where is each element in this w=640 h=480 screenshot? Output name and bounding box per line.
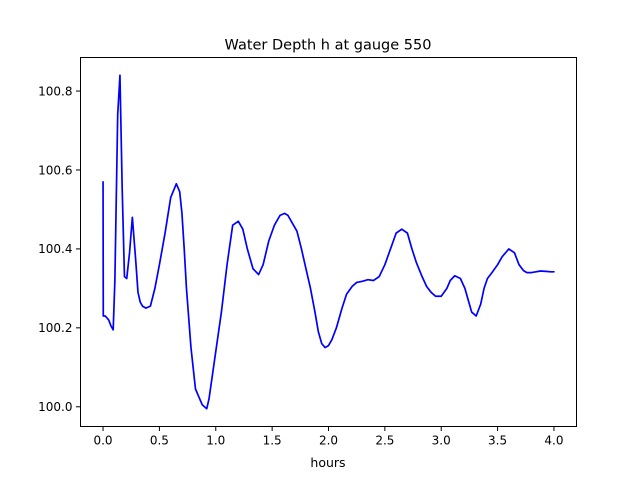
x-tick-label: 0.0 — [93, 434, 112, 448]
x-tick-label: 2.0 — [319, 434, 338, 448]
series-line — [102, 74, 555, 410]
chart-title: Water Depth h at gauge 550 — [225, 38, 432, 54]
x-axis: 0.0 0.5 1.0 1.5 2.0 2.5 3.0 3.5 4.0 — [93, 426, 564, 448]
x-tick-label: 2.5 — [375, 434, 394, 448]
x-axis-label: hours — [310, 455, 345, 470]
plot-area — [102, 74, 555, 410]
x-tick-label: 0.5 — [150, 434, 169, 448]
x-tick-label: 1.0 — [206, 434, 225, 448]
y-tick-label: 100.6 — [38, 163, 72, 177]
y-axis: 100.0 100.2 100.4 100.6 100.8 — [38, 84, 81, 414]
y-tick-label: 100.0 — [38, 400, 72, 414]
axes-frame — [80, 57, 577, 427]
y-tick-label: 100.2 — [38, 321, 72, 335]
y-tick-label: 100.8 — [38, 84, 72, 98]
x-tick-label: 3.5 — [488, 434, 507, 448]
x-tick-label: 3.0 — [432, 434, 451, 448]
y-tick-label: 100.4 — [38, 242, 72, 256]
x-tick-label: 1.5 — [263, 434, 282, 448]
x-tick-label: 4.0 — [544, 434, 563, 448]
